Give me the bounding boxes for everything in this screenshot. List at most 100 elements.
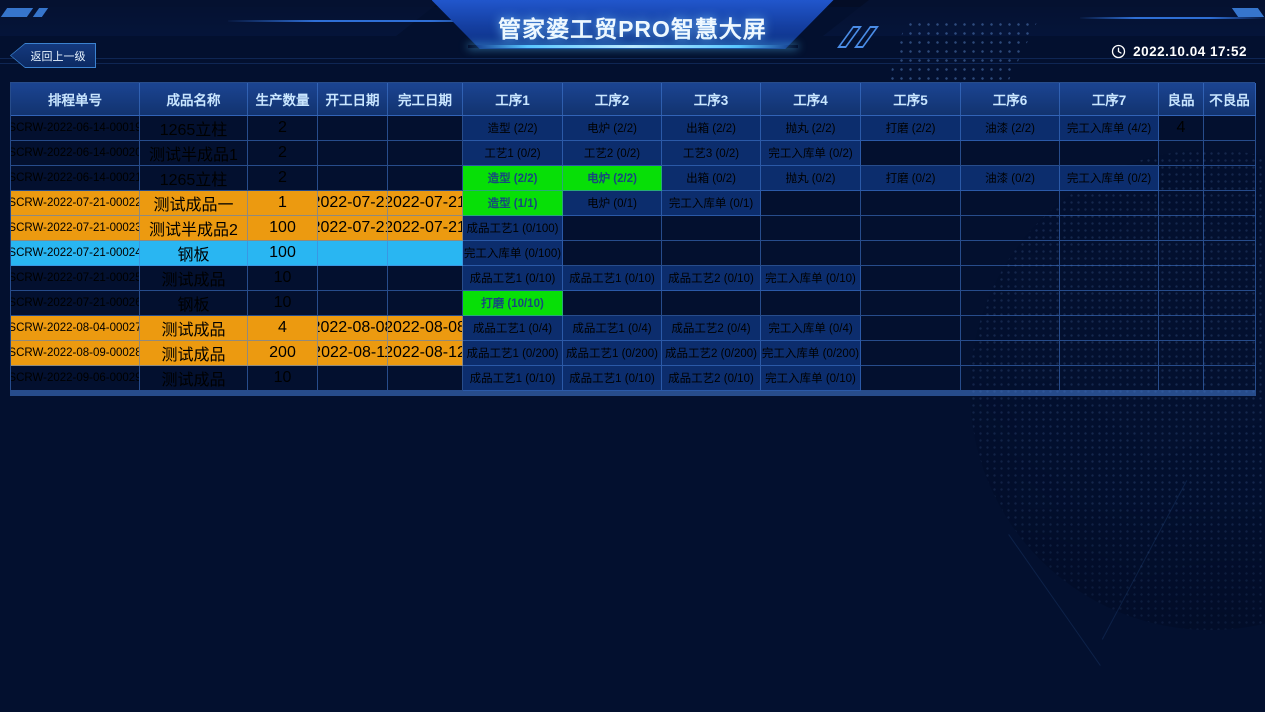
cell-process: 成品工艺1 (0/4) bbox=[563, 316, 662, 341]
empty-cell bbox=[140, 391, 248, 392]
cell-good-count bbox=[1159, 141, 1204, 166]
cell-good-count bbox=[1159, 341, 1204, 366]
empty-cell bbox=[961, 392, 1060, 393]
empty-cell bbox=[761, 391, 861, 392]
empty-cell bbox=[140, 392, 248, 393]
empty-cell bbox=[861, 394, 961, 395]
cell-quantity: 100 bbox=[248, 241, 318, 266]
cell-process bbox=[961, 266, 1060, 291]
empty-cell bbox=[140, 395, 248, 396]
cell-quantity: 10 bbox=[248, 366, 318, 391]
cell-process: 成品工艺1 (0/10) bbox=[563, 266, 662, 291]
cell-process: 成品工艺1 (0/10) bbox=[463, 366, 563, 391]
empty-cell bbox=[662, 393, 761, 394]
column-header: 完工日期 bbox=[388, 83, 463, 116]
cell-good-count bbox=[1159, 166, 1204, 191]
empty-cell bbox=[662, 392, 761, 393]
cell-process bbox=[1060, 241, 1159, 266]
table-header-row: 排程单号 成品名称 生产数量 开工日期 完工日期 工序1 工序2 工序3 工序4 工序5 工序6 工序… bbox=[11, 83, 1256, 116]
cell-process bbox=[761, 241, 861, 266]
cell-process: 出箱 (0/2) bbox=[662, 166, 761, 191]
title-underline bbox=[467, 45, 798, 48]
cell-end-date bbox=[388, 366, 463, 391]
empty-cell bbox=[1204, 394, 1256, 395]
cell-process: 造型 (2/2) bbox=[463, 116, 563, 141]
cell-process bbox=[1060, 341, 1159, 366]
cell-process bbox=[961, 291, 1060, 316]
cell-process: 成品工艺1 (0/200) bbox=[563, 341, 662, 366]
empty-cell bbox=[11, 391, 140, 392]
column-header: 良品 bbox=[1159, 83, 1204, 116]
cell-good-count bbox=[1159, 291, 1204, 316]
cell-end-date bbox=[388, 241, 463, 266]
cell-process bbox=[761, 291, 861, 316]
empty-cell bbox=[11, 393, 140, 394]
cell-good-count bbox=[1159, 191, 1204, 216]
empty-cell bbox=[318, 393, 388, 394]
cell-defect-count bbox=[1204, 316, 1256, 341]
cell-product-name: 1265立柱 bbox=[140, 116, 248, 141]
empty-cell bbox=[861, 391, 961, 392]
cell-order-no: SCRW-2022-06-14-00021 bbox=[11, 166, 140, 191]
cell-start-date bbox=[318, 241, 388, 266]
empty-cell bbox=[318, 395, 388, 396]
column-header: 不良品 bbox=[1204, 83, 1256, 116]
empty-cell bbox=[563, 395, 662, 396]
cell-process bbox=[563, 241, 662, 266]
cell-process: 成品工艺1 (0/10) bbox=[463, 266, 563, 291]
column-header: 工序7 bbox=[1060, 83, 1159, 116]
cell-product-name: 测试成品 bbox=[140, 366, 248, 391]
empty-cell bbox=[1204, 393, 1256, 394]
empty-cell bbox=[1159, 393, 1204, 394]
table-row: SCRW-2022-06-14-00021 1265立柱 2 造型 (2/2) 电炉 (… bbox=[11, 166, 1256, 191]
halftone-dots-decoration bbox=[888, 20, 1038, 82]
cell-defect-count bbox=[1204, 241, 1256, 266]
cell-quantity: 4 bbox=[248, 316, 318, 341]
empty-cell bbox=[1204, 391, 1256, 392]
empty-cell bbox=[463, 391, 563, 392]
empty-cell bbox=[1060, 392, 1159, 393]
cell-process: 完工入库单 (0/2) bbox=[1060, 166, 1159, 191]
cell-process bbox=[861, 341, 961, 366]
cell-product-name: 钢板 bbox=[140, 241, 248, 266]
cell-good-count: 4 bbox=[1159, 116, 1204, 141]
cell-defect-count bbox=[1204, 191, 1256, 216]
clock-icon bbox=[1111, 44, 1126, 59]
empty-cell bbox=[248, 393, 318, 394]
table-row: SCRW-2022-09-06-00029 测试成品 10 成品工艺1 (0/10) 成… bbox=[11, 366, 1256, 391]
cell-good-count bbox=[1159, 366, 1204, 391]
cell-start-date bbox=[318, 266, 388, 291]
cell-end-date bbox=[388, 141, 463, 166]
header-trace-line bbox=[0, 63, 1265, 64]
cell-process: 完工入库单 (0/4) bbox=[761, 316, 861, 341]
cell-good-count bbox=[1159, 241, 1204, 266]
cell-start-date bbox=[318, 166, 388, 191]
empty-cell bbox=[961, 395, 1060, 396]
empty-cell bbox=[463, 393, 563, 394]
cell-process bbox=[861, 191, 961, 216]
empty-cell bbox=[11, 394, 140, 395]
cell-process: 完工入库单 (0/100) bbox=[463, 241, 563, 266]
cell-order-no: SCRW-2022-06-14-00020 bbox=[11, 141, 140, 166]
cell-process: 成品工艺1 (0/10) bbox=[563, 366, 662, 391]
back-button[interactable]: 返回上一级 bbox=[10, 43, 96, 68]
cell-product-name: 1265立柱 bbox=[140, 166, 248, 191]
empty-cell bbox=[318, 394, 388, 395]
cell-product-name: 测试成品 bbox=[140, 341, 248, 366]
cell-good-count bbox=[1159, 216, 1204, 241]
cell-quantity: 10 bbox=[248, 266, 318, 291]
empty-cell bbox=[388, 392, 463, 393]
cell-defect-count bbox=[1204, 341, 1256, 366]
empty-cell bbox=[761, 394, 861, 395]
table-row: SCRW-2022-07-21-00025 测试成品 10 成品工艺1 (0/10) 成… bbox=[11, 266, 1256, 291]
cell-end-date bbox=[388, 291, 463, 316]
cell-process bbox=[662, 291, 761, 316]
empty-cell bbox=[1159, 391, 1204, 392]
empty-row bbox=[11, 394, 1256, 395]
cell-start-date: 2022-07-21 bbox=[318, 216, 388, 241]
cell-process: 打磨 (10/10) bbox=[463, 291, 563, 316]
cell-quantity: 10 bbox=[248, 291, 318, 316]
cell-process bbox=[1060, 291, 1159, 316]
cell-end-date: 2022-08-08 bbox=[388, 316, 463, 341]
